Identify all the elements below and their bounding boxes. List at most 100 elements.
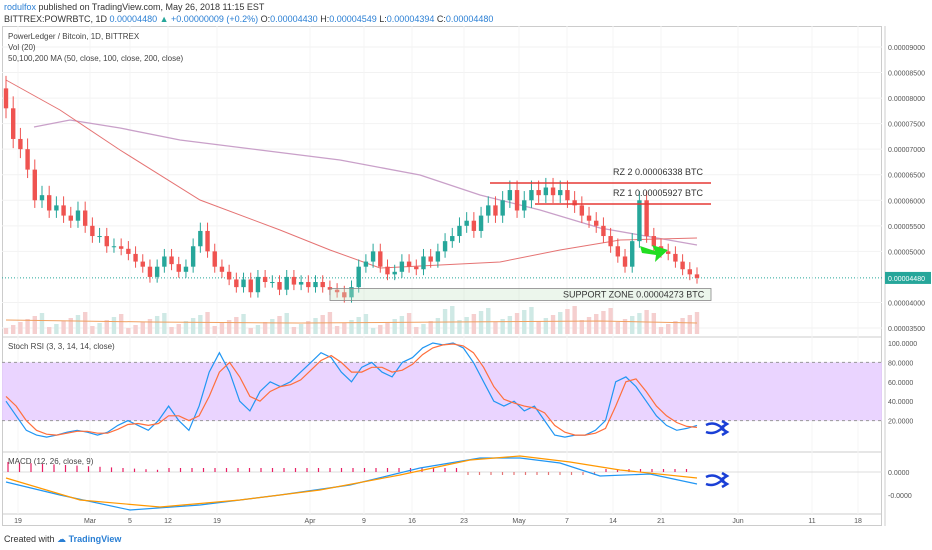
volume-bar bbox=[680, 318, 685, 334]
candle-body bbox=[572, 200, 577, 206]
up-triangle-icon: ▲ bbox=[159, 14, 169, 24]
volume-bar bbox=[334, 326, 340, 334]
volume-bar bbox=[219, 323, 225, 334]
stoch-tick-label: 80.0000 bbox=[888, 360, 913, 367]
candle-body bbox=[10, 108, 16, 139]
macd-tick-label: -0.0000 bbox=[888, 493, 912, 500]
candle-body bbox=[277, 282, 282, 290]
last-price-badge bbox=[885, 271, 931, 284]
time-tick-label: Apr bbox=[305, 518, 317, 525]
volume-bar bbox=[320, 315, 325, 334]
blue-shuffle-icon bbox=[705, 471, 730, 489]
candle-body bbox=[651, 236, 657, 247]
candle-body bbox=[68, 215, 73, 221]
candle-body bbox=[486, 205, 491, 216]
volume-bar bbox=[262, 322, 268, 334]
volume-bar bbox=[133, 325, 138, 334]
volume-bar bbox=[162, 313, 167, 334]
volume-bar bbox=[270, 319, 275, 334]
candle-body bbox=[169, 256, 174, 265]
candle-body bbox=[608, 236, 613, 247]
volume-bar bbox=[3, 328, 9, 334]
last-price: 0.00004480 bbox=[109, 14, 158, 24]
volume-bar bbox=[579, 320, 585, 334]
candle-body bbox=[399, 261, 405, 272]
volume-bar bbox=[421, 324, 426, 334]
volume-bar bbox=[118, 314, 124, 334]
candle-body bbox=[536, 190, 541, 196]
high-value: 0.00004549 bbox=[329, 14, 377, 24]
close-value: 0.00004480 bbox=[445, 14, 494, 24]
candle-body bbox=[601, 225, 606, 237]
candle-body bbox=[514, 190, 520, 211]
volume-bar bbox=[658, 327, 664, 334]
volume-bar bbox=[306, 321, 311, 334]
volume-bar bbox=[514, 313, 520, 334]
low-value: 0.00004394 bbox=[386, 14, 435, 24]
candle-body bbox=[464, 220, 469, 226]
candle-body bbox=[18, 138, 23, 150]
ma-200-line bbox=[33, 119, 698, 246]
vol-label: Vol (20) bbox=[8, 43, 36, 52]
username-link[interactable]: rodulfox bbox=[4, 2, 37, 12]
candle-body bbox=[565, 190, 570, 201]
candle-body bbox=[183, 266, 189, 272]
candle-body bbox=[219, 266, 225, 272]
price-tick-label: 0.00008000 bbox=[888, 96, 925, 103]
candle-body bbox=[241, 279, 246, 288]
volume-bar bbox=[10, 325, 16, 334]
candle-body bbox=[435, 251, 441, 262]
candle-body bbox=[46, 195, 52, 211]
volume-bar bbox=[363, 314, 369, 334]
candle-body bbox=[133, 253, 138, 262]
volume-bar bbox=[558, 312, 563, 334]
volume-bar bbox=[471, 314, 477, 334]
candle-body bbox=[630, 241, 635, 267]
volume-bar bbox=[601, 311, 606, 334]
volume-bar bbox=[478, 311, 484, 334]
candle-body bbox=[97, 236, 102, 238]
candle-body bbox=[622, 256, 628, 267]
candle-body bbox=[298, 282, 304, 285]
volume-bar bbox=[500, 319, 505, 334]
volume-bar bbox=[75, 315, 81, 334]
volume-bar bbox=[313, 318, 318, 334]
stoch-rsi-label: Stoch RSI (3, 3, 14, 14, close) bbox=[8, 342, 115, 351]
volume-bar bbox=[464, 317, 469, 334]
candle-body bbox=[334, 289, 340, 293]
tradingview-logo-icon: ☁ bbox=[57, 534, 67, 544]
candle-body bbox=[687, 269, 693, 275]
brand-text[interactable]: TradingView bbox=[68, 534, 122, 544]
candle-body bbox=[666, 251, 671, 254]
volume-bar bbox=[248, 328, 253, 334]
volume-bar bbox=[298, 324, 304, 334]
volume-bar bbox=[450, 306, 455, 334]
macd-label: MACD (12, 26, close, 9) bbox=[8, 457, 94, 466]
candle-body bbox=[75, 210, 81, 221]
candle-body bbox=[478, 215, 484, 231]
volume-bar bbox=[687, 315, 693, 334]
volume-bar bbox=[25, 319, 30, 334]
support-zone-label: SUPPORT ZONE 0.00004273 BTC bbox=[563, 290, 705, 300]
candle-body bbox=[579, 205, 585, 216]
price-tick-label: 0.00004000 bbox=[888, 300, 925, 307]
candle-body bbox=[673, 253, 678, 262]
change-value: +0.00000009 (+0.2%) bbox=[171, 14, 259, 24]
candle-body bbox=[680, 261, 685, 270]
candle-body bbox=[3, 88, 9, 109]
candle-body bbox=[392, 271, 397, 275]
volume-bar bbox=[226, 320, 232, 334]
volume-bar bbox=[428, 321, 433, 334]
time-tick-label: Jun bbox=[732, 518, 743, 525]
volume-bar bbox=[536, 321, 541, 334]
candle-body bbox=[126, 248, 131, 254]
candle-body bbox=[104, 236, 109, 247]
volume-bar bbox=[97, 323, 102, 334]
candle-body bbox=[212, 251, 217, 267]
volume-bar bbox=[630, 316, 635, 334]
volume-bar bbox=[61, 321, 66, 334]
candle-body bbox=[54, 205, 59, 211]
candle-body bbox=[637, 200, 642, 242]
macd-signal-line bbox=[5, 455, 698, 508]
